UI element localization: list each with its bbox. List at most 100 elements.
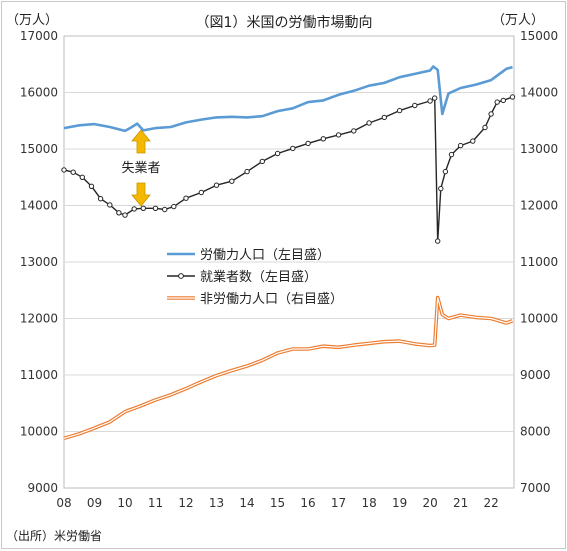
series-layer — [61, 65, 516, 441]
x-tick-label: 09 — [87, 496, 102, 510]
x-tick-label: 20 — [422, 496, 437, 510]
series-point — [122, 212, 128, 218]
series-point — [259, 158, 265, 165]
series-point — [396, 107, 403, 114]
series-point — [152, 205, 159, 212]
down-arrow-icon — [131, 182, 151, 207]
right-tick-label: 14000 — [520, 86, 558, 100]
series-line-inner — [63, 297, 513, 439]
right-tick-label: 10000 — [520, 312, 558, 326]
series-2 — [61, 94, 516, 244]
left-tick-label: 16000 — [20, 86, 58, 100]
series-line — [63, 65, 513, 133]
chart-title: （図1）米国の労働市場動向 — [196, 14, 373, 31]
right-axis: 15000 14000 13000 12000 11000 10000 9000 8000 70… — [520, 29, 558, 495]
left-tick-label: 9000 — [27, 481, 58, 495]
legend-label: 就業者数（左目盛） — [200, 269, 317, 285]
series-point — [488, 111, 494, 117]
series-point — [435, 238, 441, 244]
series-point — [274, 150, 281, 157]
series-point — [351, 128, 357, 134]
x-tick-label: 15 — [270, 496, 285, 510]
legend-marker — [178, 273, 184, 279]
legend-item: 非労働力人口（右目盛） — [167, 292, 343, 307]
left-tick-label: 11000 — [20, 368, 58, 382]
series-point — [183, 195, 189, 201]
series-3 — [63, 295, 514, 441]
series-point — [494, 99, 500, 105]
series-point — [335, 132, 342, 138]
series-point — [79, 174, 86, 181]
series-point — [61, 167, 67, 173]
series-point — [500, 97, 506, 104]
legend-item: 労働力人口（左目盛） — [167, 248, 330, 263]
x-tick-label: 08 — [56, 496, 71, 510]
series-point — [244, 168, 250, 175]
series-point — [381, 114, 387, 121]
series-point — [70, 169, 76, 175]
series-point — [427, 98, 433, 104]
right-axis-unit: （万人） — [492, 13, 544, 28]
left-tick-label: 14000 — [20, 199, 58, 213]
series-point — [457, 142, 464, 149]
right-tick-label: 15000 — [520, 29, 558, 43]
series-point — [470, 138, 476, 144]
series-point — [482, 124, 488, 131]
x-tick-label: 11 — [148, 496, 163, 510]
series-point — [448, 151, 455, 158]
x-axis: 08 09 10 11 12 13 14 15 16 17 18 19 20 21 22 — [56, 496, 498, 510]
series-point — [438, 185, 444, 192]
series-point — [162, 206, 168, 213]
source-note: （出所）米労働省 — [6, 529, 102, 543]
x-tick-label: 18 — [361, 496, 376, 510]
series-point — [229, 178, 235, 184]
series-point — [116, 210, 122, 216]
series-point — [442, 168, 449, 175]
series-point — [290, 145, 296, 152]
annotation-label: 失業者 — [121, 160, 160, 176]
x-tick-label: 22 — [483, 496, 498, 510]
right-tick-label: 13000 — [520, 142, 558, 156]
x-tick-label: 19 — [392, 496, 407, 510]
x-tick-label: 14 — [239, 496, 254, 510]
series-point — [198, 189, 205, 196]
series-point — [305, 140, 311, 147]
series-point — [140, 205, 147, 212]
series-point — [107, 202, 113, 208]
right-tick-label: 8000 — [520, 425, 551, 439]
series-point — [131, 206, 137, 212]
left-tick-label: 17000 — [20, 29, 58, 43]
left-axis-unit: （万人） — [6, 13, 58, 28]
series-point — [509, 94, 516, 100]
right-tick-label: 9000 — [520, 368, 551, 382]
legend-item: 就業者数（左目盛） — [167, 269, 317, 285]
left-tick-label: 10000 — [20, 425, 58, 439]
left-tick-label: 12000 — [20, 312, 58, 326]
series-point — [432, 95, 438, 101]
right-tick-label: 12000 — [520, 199, 558, 213]
x-tick-label: 10 — [117, 496, 132, 510]
right-tick-label: 7000 — [520, 481, 551, 495]
x-tick-label: 17 — [331, 496, 346, 510]
series-point — [366, 120, 372, 126]
right-tick-label: 11000 — [520, 255, 558, 269]
series-point — [88, 183, 95, 190]
series-point — [320, 136, 326, 142]
unemployed-annotation: 失業者 — [121, 129, 161, 207]
x-tick-label: 13 — [209, 496, 224, 510]
x-tick-label: 12 — [178, 496, 193, 510]
series-point — [412, 102, 418, 109]
series-point — [213, 182, 220, 188]
legend-label: 労働力人口（左目盛） — [200, 248, 330, 263]
up-arrow-icon — [131, 129, 151, 154]
left-tick-label: 13000 — [20, 255, 58, 269]
x-tick-label: 21 — [453, 496, 468, 510]
series-point — [97, 196, 104, 202]
series-1 — [63, 65, 513, 133]
legend-label: 非労働力人口（右目盛） — [200, 292, 343, 307]
left-axis: 17000 16000 15000 14000 13000 12000 11000 10000… — [20, 29, 58, 495]
x-tick-label: 16 — [300, 496, 315, 510]
legend: 労働力人口（左目盛） 就業者数（左目盛） 非労働力人口（右目盛） — [167, 248, 343, 307]
